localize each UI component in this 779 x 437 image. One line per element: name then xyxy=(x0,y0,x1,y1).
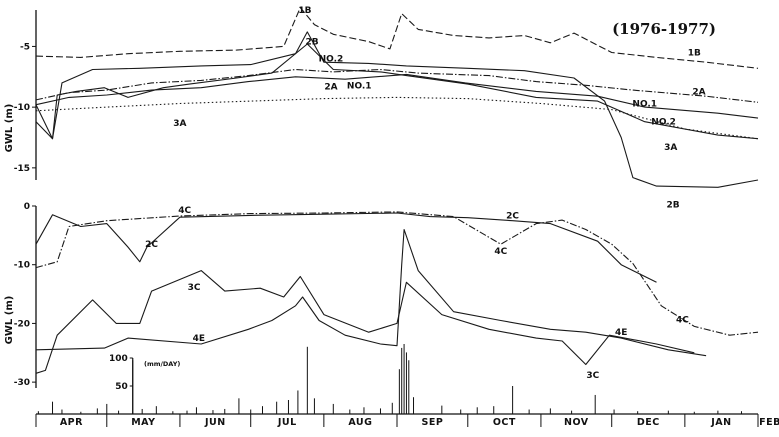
month-label-oct: OCT xyxy=(493,417,516,428)
month-label-jun: JUN xyxy=(204,417,226,428)
label-4c: 4C xyxy=(494,247,507,257)
label-3a: 3A xyxy=(173,119,186,129)
label-2a: 2A xyxy=(692,87,705,97)
lower-ytick-label: -20 xyxy=(14,319,30,329)
label-no-2: NO.2 xyxy=(651,118,676,128)
label-no-1: NO.1 xyxy=(347,81,372,91)
upper-ytick-label: -10 xyxy=(14,103,30,113)
precip-tick-label: 100 xyxy=(109,354,128,364)
series-4e-lower xyxy=(35,228,707,357)
label-4c: 4C xyxy=(178,206,191,216)
lower-ytick-label: -30 xyxy=(14,378,30,388)
precip-tick-label: 50 xyxy=(115,382,128,392)
lower-ylabel: GWL (m) xyxy=(4,296,15,345)
series-4c-lower xyxy=(35,211,759,336)
series-3a-upper xyxy=(35,96,759,140)
lower-panel: 0 -10 -20 -30 4C 2C 2C 4C 3C 4E 4E 3C 4C xyxy=(14,202,759,388)
month-label-nov: NOV xyxy=(564,417,589,428)
series-2c-lower xyxy=(35,212,657,283)
label-4e: 4E xyxy=(193,334,205,344)
label-3a: 3A xyxy=(664,143,677,153)
series-2b-upper xyxy=(35,31,759,188)
label-2b: 2B xyxy=(305,38,318,48)
precip-unit: (mm/DAY) xyxy=(144,360,180,368)
chart-title: (1976-1977) xyxy=(612,20,716,38)
month-label-dec: DEC xyxy=(637,417,660,428)
month-axis: APR MAY JUN JUL AUG SEP OCT NOV DEC JAN FEB xyxy=(35,413,779,428)
label-2c: 2C xyxy=(506,211,519,221)
label-1b: 1B xyxy=(688,49,701,59)
series-2a-upper xyxy=(35,68,759,103)
month-label-jan: JAN xyxy=(710,417,731,428)
lower-ytick-label: -10 xyxy=(14,261,30,271)
series-3c-lower xyxy=(35,270,695,374)
month-label-may: MAY xyxy=(131,417,155,428)
month-label-aug: AUG xyxy=(348,417,372,428)
month-label-sep: SEP xyxy=(421,417,443,428)
label-no-1: NO.1 xyxy=(632,100,657,110)
upper-ytick-label: -5 xyxy=(20,42,30,52)
upper-ytick-label: -15 xyxy=(14,164,30,174)
label-2b: 2B xyxy=(666,200,679,210)
label-no-2: NO.2 xyxy=(319,55,344,65)
series-no-2-upper xyxy=(35,43,759,140)
label-4e: 4E xyxy=(615,328,627,338)
month-label-feb: FEB xyxy=(759,417,779,428)
series-no-1-upper xyxy=(35,73,759,119)
label-1b: 1B xyxy=(298,6,311,16)
label-3c: 3C xyxy=(188,283,201,293)
upper-ylabel: GWL (m) xyxy=(4,104,15,153)
precip-panel: 100 50 xyxy=(37,344,742,414)
lower-ytick-label: 0 xyxy=(24,202,30,212)
label-3c: 3C xyxy=(586,371,599,381)
series-1b-upper xyxy=(35,7,759,69)
month-label-jul: JUL xyxy=(277,417,297,428)
label-4c: 4C xyxy=(676,315,689,325)
label-2c: 2C xyxy=(145,240,158,250)
month-label-apr: APR xyxy=(60,417,83,428)
label-2a: 2A xyxy=(324,83,337,93)
